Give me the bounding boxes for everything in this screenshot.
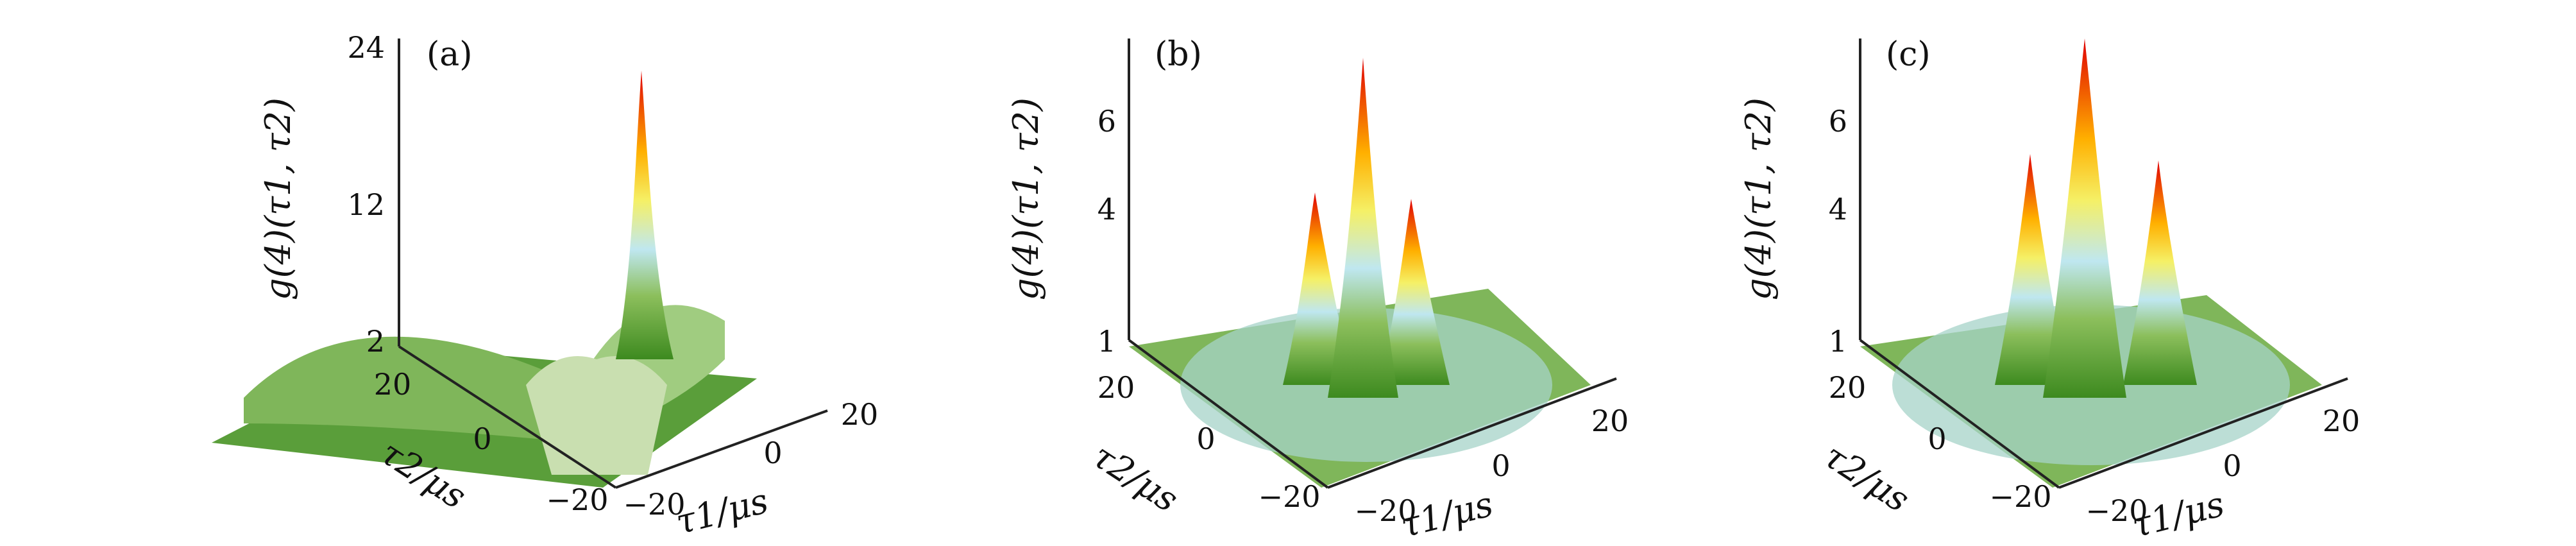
surface-side-peak-right <box>2123 160 2197 385</box>
y-tick-label: 20 <box>1829 370 1867 405</box>
z-axis-title: g(4)(τ1, τ2) <box>258 98 298 300</box>
y-tick-labels-a: 20 0 −20 <box>374 367 609 517</box>
x-axis <box>1327 377 1617 489</box>
x-tick-labels-c: −20 0 20 <box>2085 404 2360 528</box>
panel-label: (c) <box>1886 35 1931 74</box>
y-axis <box>1128 339 1329 489</box>
panel-a: 24 12 2 20 0 −20 −20 0 20 (a) g(4)(τ1, τ… <box>212 30 878 542</box>
x-tick-label: −20 <box>2085 493 2148 528</box>
z-tick-label: 1 <box>1829 324 1847 359</box>
surface-base-front <box>526 356 667 475</box>
surface-a <box>212 71 757 488</box>
y-tick-label: −20 <box>546 482 608 517</box>
surface-ridge-left <box>244 336 577 443</box>
y-tick-label: −20 <box>1989 479 2051 514</box>
axes-a <box>398 38 828 489</box>
z-tick-label: 4 <box>1097 192 1116 226</box>
z-tick-label: 4 <box>1829 192 1847 226</box>
panel-label: (b) <box>1155 35 1202 74</box>
surface-side-peak-left <box>1283 192 1353 385</box>
x-tick-labels-a: −20 0 20 <box>623 397 878 522</box>
panel-b: 6 4 1 20 0 −20 −20 0 20 (b) g(4)(τ1, τ2)… <box>1006 35 1629 545</box>
surface-peak <box>1328 58 1398 398</box>
surface-side-peak-right <box>1379 199 1450 385</box>
x-axis-title: τ1/μs <box>672 481 772 542</box>
z-tick-label: 24 <box>347 30 385 65</box>
y-tick-label: 0 <box>1196 422 1215 456</box>
y-axis-title: τ2/μs <box>1817 436 1917 520</box>
z-tick-labels-c: 6 4 1 <box>1829 104 1847 359</box>
y-tick-labels-b: 20 0 −20 <box>1097 370 1321 514</box>
surface-b <box>1129 58 1591 488</box>
surface-side-peak-left <box>1995 154 2069 385</box>
surface-peak <box>616 71 674 359</box>
y-axis <box>398 345 617 489</box>
surface-peak <box>2043 38 2126 398</box>
x-axis <box>615 409 828 489</box>
x-tick-label: −20 <box>1354 493 1416 528</box>
y-tick-labels-c: 20 0 −20 <box>1829 370 2052 514</box>
z-tick-labels-b: 6 4 1 <box>1097 104 1116 359</box>
y-tick-label: 20 <box>1097 370 1135 405</box>
y-tick-label: 20 <box>374 367 412 402</box>
y-axis-title: τ2/μs <box>1085 436 1185 520</box>
z-tick-label: 12 <box>347 187 385 222</box>
x-tick-labels-b: −20 0 20 <box>1354 404 1629 528</box>
z-tick-label: 6 <box>1097 104 1116 139</box>
z-axis-title: g(4)(τ1, τ2) <box>1006 98 1046 300</box>
x-tick-label: 0 <box>1491 448 1510 483</box>
x-tick-label: −20 <box>623 487 685 522</box>
axes-c <box>1859 38 2348 489</box>
panel-c: 6 4 1 20 0 −20 −20 0 20 (c) g(4)(τ1, τ2)… <box>1738 35 2360 545</box>
z-tick-label: 6 <box>1829 104 1847 139</box>
x-tick-label: 0 <box>763 436 782 470</box>
y-axis <box>1859 339 2060 489</box>
y-tick-label: 0 <box>1928 422 1946 456</box>
z-tick-label: 1 <box>1097 324 1116 359</box>
x-axis <box>2058 377 2348 489</box>
y-tick-label: 0 <box>473 422 491 456</box>
surface-c <box>1860 38 2322 488</box>
x-tick-label: 0 <box>2223 448 2241 483</box>
z-axis-title: g(4)(τ1, τ2) <box>1738 98 1779 300</box>
x-tick-label: 20 <box>2323 404 2360 438</box>
y-tick-label: −20 <box>1258 479 1320 514</box>
z-tick-label: 2 <box>366 324 385 359</box>
axes-b <box>1128 38 1617 489</box>
x-tick-label: 20 <box>841 397 879 432</box>
z-tick-labels-a: 24 12 2 <box>347 30 385 359</box>
panel-label: (a) <box>427 35 473 74</box>
x-tick-label: 20 <box>1591 404 1629 438</box>
